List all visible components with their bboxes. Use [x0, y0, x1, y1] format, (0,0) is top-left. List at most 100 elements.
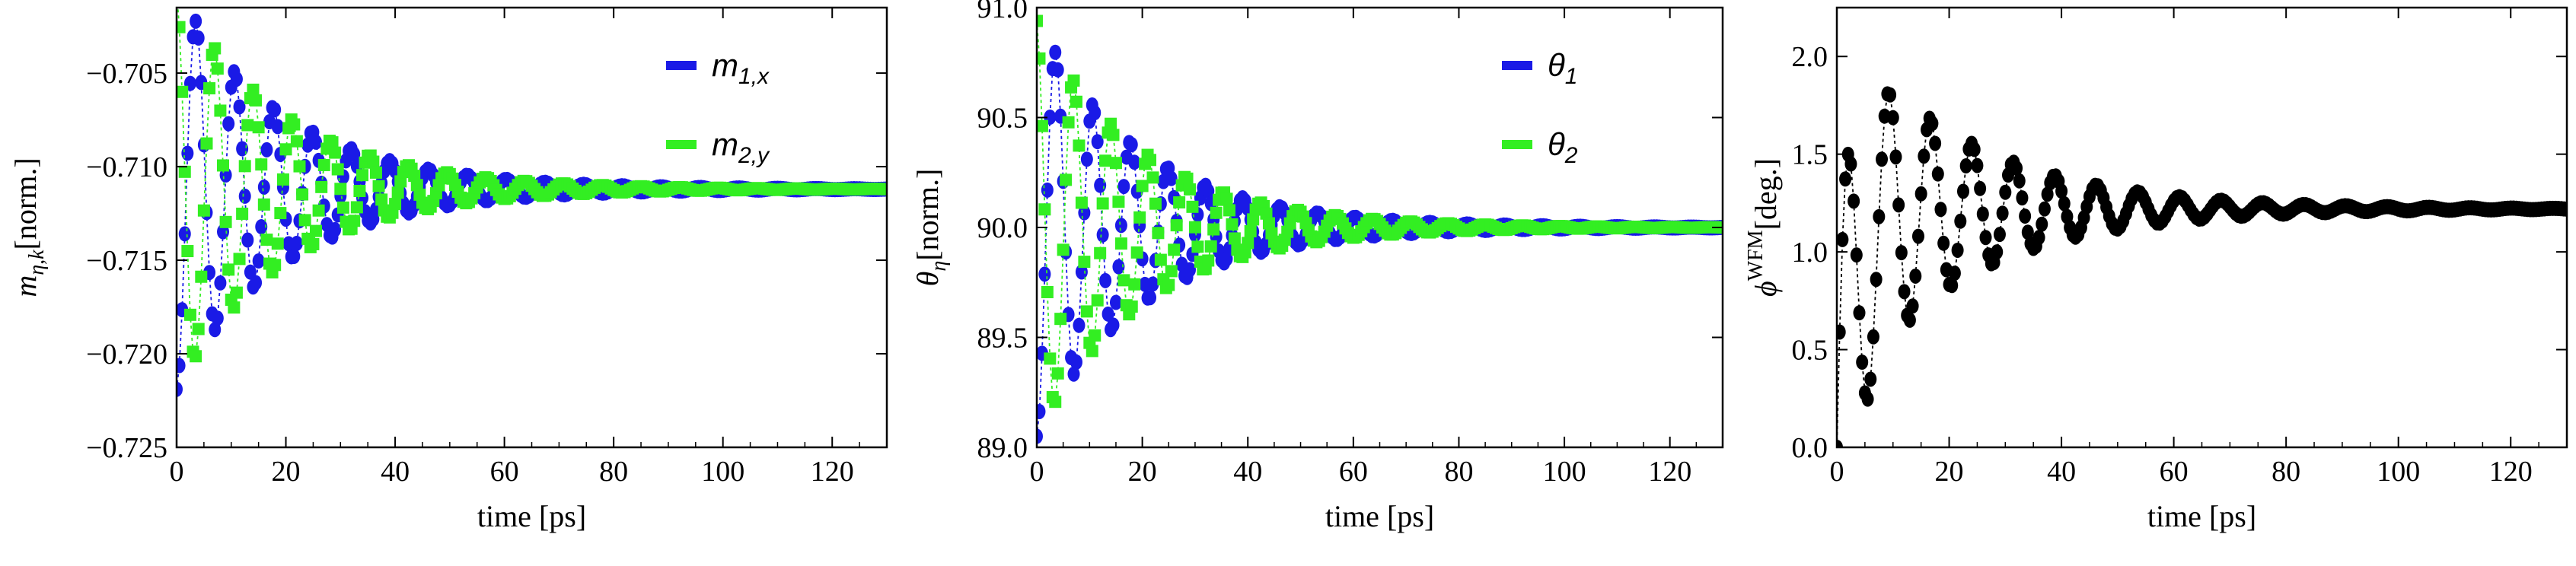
data-point-s2 [410, 179, 423, 192]
x-axis-title: time [ps] [1325, 499, 1434, 533]
data-point-s2 [1220, 192, 1233, 205]
data-point-phi [1979, 230, 1992, 246]
data-point-s2 [372, 180, 385, 192]
data-point-s2 [228, 301, 241, 314]
data-point-s1 [1094, 177, 1107, 193]
x-tick-label: 20 [272, 456, 301, 488]
y-tick-label: 90.0 [977, 212, 1028, 244]
data-point-s2 [1109, 157, 1122, 170]
data-point-phi [1850, 247, 1863, 263]
x-axis-title: time [ps] [477, 499, 586, 533]
data-point-phi [1971, 157, 1984, 173]
data-point-phi [1906, 298, 1919, 314]
data-point-s2 [209, 42, 222, 55]
data-point-s2 [1207, 223, 1220, 236]
panel-m-components: 0 20 40 60 80 100 120 −0.725 −0.720 −0.715 −0.710 −… [8, 6, 888, 533]
data-point-s2 [200, 137, 213, 150]
data-point-phi [1974, 180, 1987, 196]
data-point-s2 [288, 118, 301, 131]
data-point-s2 [1228, 232, 1241, 245]
data-point-s1 [1096, 227, 1109, 243]
data-point-s2 [255, 158, 268, 171]
data-point-s2 [1054, 313, 1067, 326]
x-tick-label: 120 [1648, 456, 1691, 488]
data-point-s2 [1186, 200, 1199, 213]
data-point-s2 [274, 207, 287, 220]
data-point-s1 [255, 219, 268, 235]
data-point-phi [1873, 208, 1886, 224]
data-point-s2 [1075, 196, 1088, 209]
data-point-s1 [288, 248, 301, 264]
data-point-phi [1968, 142, 1981, 157]
legend-swatch [1502, 140, 1532, 149]
data-point-phi [1898, 284, 1911, 300]
data-point-s2 [331, 163, 344, 176]
data-point-phi [1959, 158, 1972, 174]
data-point-s2 [260, 234, 273, 246]
data-point-s2 [1094, 246, 1107, 259]
data-point-phi [1884, 87, 1897, 103]
data-point-s1 [241, 232, 254, 248]
data-point-s2 [1060, 173, 1073, 186]
data-point-s1 [1051, 62, 1064, 78]
data-point-s2 [408, 170, 421, 183]
data-point-s2 [1073, 139, 1086, 152]
data-point-s2 [247, 83, 260, 96]
data-point-s1 [209, 322, 222, 338]
data-point-s1 [250, 275, 263, 291]
data-point-phi [1886, 110, 1899, 126]
data-point-s2 [1170, 219, 1183, 232]
data-point-s2 [1051, 367, 1064, 380]
x-tick-label: 60 [490, 456, 519, 488]
data-point-s2 [1037, 14, 1043, 27]
data-point-s1 [290, 235, 303, 251]
data-point-phi [1889, 149, 1902, 165]
data-point-s2 [1105, 117, 1117, 130]
y-tick-label: 1.0 [1792, 237, 1828, 269]
x-tick-label: 20 [1128, 456, 1157, 488]
data-point-s1 [214, 275, 227, 291]
x-tick-label: 20 [1935, 456, 1964, 488]
data-point-s2 [375, 193, 388, 206]
data-point-phi [1911, 228, 1924, 244]
data-point-phi [1909, 268, 1922, 284]
plot-frame [1835, 6, 2568, 449]
data-point-s2 [367, 155, 380, 168]
data-point-s2 [1204, 240, 1217, 253]
data-point-s2 [222, 263, 235, 276]
data-point-phi [2019, 208, 2032, 224]
data-point-s2 [1037, 119, 1048, 132]
data-point-s1 [1037, 403, 1046, 419]
y-axis-title: θη[norm.] [910, 169, 951, 287]
data-point-phi [1848, 193, 1860, 209]
data-point-s2 [391, 186, 404, 199]
data-point-phi [2036, 216, 2048, 232]
panel-theta-angles: 0 20 40 60 80 100 120 89.0 89.5 90.0 90.5 91.0 time … [910, 0, 1724, 533]
y-tick-label: −0.720 [86, 339, 167, 370]
data-point-s1 [1114, 218, 1127, 234]
data-point-s2 [1091, 294, 1104, 307]
data-point-s1 [257, 179, 270, 195]
x-tick-label: 100 [1543, 456, 1586, 488]
data-point-s1 [181, 145, 194, 161]
plot-frame [175, 6, 888, 449]
data-point-phi [1954, 213, 1967, 229]
legend-swatch [666, 140, 697, 149]
data-point-s2 [1086, 345, 1098, 358]
data-point-s2 [1067, 74, 1080, 87]
y-tick-label: −0.715 [86, 245, 167, 277]
data-point-phi [2055, 183, 2068, 199]
data-point-s1 [1037, 428, 1043, 444]
data-point-s2 [334, 183, 347, 196]
data-point-phi [1892, 197, 1905, 213]
data-point-s2 [1262, 217, 1275, 230]
data-point-phi [1837, 440, 1843, 447]
data-point-s2 [183, 308, 196, 321]
data-point-s2 [279, 143, 292, 156]
data-point-s1 [177, 381, 183, 397]
y-axis-title: mη,k[norm.] [8, 157, 49, 297]
data-point-s2 [394, 175, 407, 188]
data-point-s2 [1244, 224, 1257, 237]
data-point-s2 [1128, 278, 1141, 291]
